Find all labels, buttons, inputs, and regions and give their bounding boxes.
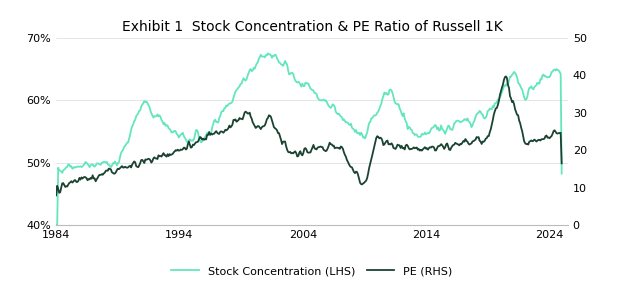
Stock Concentration (LHS): [264, 52, 271, 55]
Line: Stock Concentration (LHS): Stock Concentration (LHS): [56, 53, 562, 225]
Stock Concentration (LHS): [293, 81, 301, 84]
Legend: Stock Concentration (LHS), PE (RHS): Stock Concentration (LHS), PE (RHS): [167, 262, 457, 281]
PE (RHS): [52, 194, 60, 197]
PE (RHS): [547, 135, 554, 139]
Line: PE (RHS): PE (RHS): [56, 76, 562, 195]
PE (RHS): [467, 142, 474, 146]
Stock Concentration (LHS): [52, 224, 60, 227]
PE (RHS): [293, 151, 300, 155]
Stock Concentration (LHS): [468, 125, 475, 129]
PE (RHS): [326, 141, 333, 144]
Stock Concentration (LHS): [296, 83, 304, 86]
PE (RHS): [353, 170, 361, 174]
Stock Concentration (LHS): [558, 172, 565, 175]
PE (RHS): [502, 75, 510, 78]
Stock Concentration (LHS): [327, 106, 334, 110]
PE (RHS): [296, 151, 303, 155]
Stock Concentration (LHS): [354, 132, 362, 135]
Title: Exhibit 1  Stock Concentration & PE Ratio of Russell 1K: Exhibit 1 Stock Concentration & PE Ratio…: [122, 20, 502, 34]
Stock Concentration (LHS): [547, 74, 554, 77]
PE (RHS): [558, 162, 565, 165]
